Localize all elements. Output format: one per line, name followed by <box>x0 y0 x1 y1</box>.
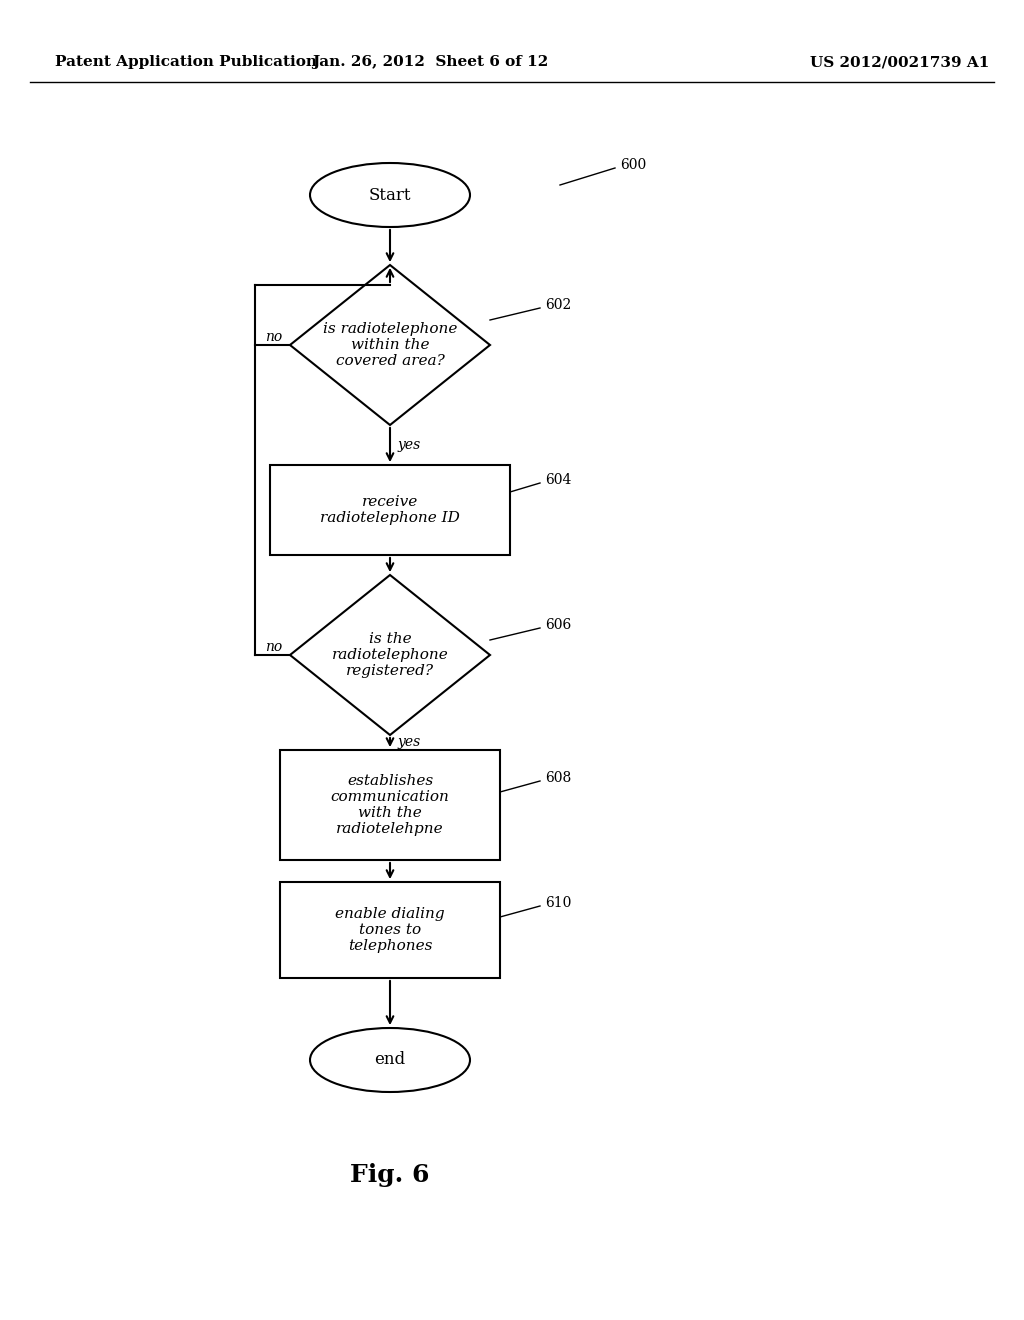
Bar <box>280 750 500 861</box>
Text: yes: yes <box>398 735 421 748</box>
Text: receive
radiotelephone ID: receive radiotelephone ID <box>321 495 460 525</box>
Bar <box>270 465 510 554</box>
Text: is the
radiotelephone
registered?: is the radiotelephone registered? <box>332 632 449 678</box>
Text: no: no <box>265 330 282 345</box>
Text: 610: 610 <box>545 896 571 909</box>
Text: end: end <box>375 1052 406 1068</box>
Text: 608: 608 <box>545 771 571 785</box>
Text: no: no <box>265 640 282 653</box>
Text: enable dialing
tones to
telephones: enable dialing tones to telephones <box>335 907 444 953</box>
Text: establishes
communication
with the
radiotelehpne: establishes communication with the radio… <box>331 774 450 837</box>
Text: is radiotelephone
within the
covered area?: is radiotelephone within the covered are… <box>323 322 457 368</box>
Text: Jan. 26, 2012  Sheet 6 of 12: Jan. 26, 2012 Sheet 6 of 12 <box>312 55 548 69</box>
Text: Fig. 6: Fig. 6 <box>350 1163 430 1187</box>
Text: 606: 606 <box>545 618 571 632</box>
Text: 602: 602 <box>545 298 571 312</box>
Text: Start: Start <box>369 186 412 203</box>
Text: 604: 604 <box>545 473 571 487</box>
Text: Patent Application Publication: Patent Application Publication <box>55 55 317 69</box>
Bar <box>280 882 500 978</box>
Text: 600: 600 <box>620 158 646 172</box>
Text: yes: yes <box>398 438 421 451</box>
Text: US 2012/0021739 A1: US 2012/0021739 A1 <box>810 55 989 69</box>
